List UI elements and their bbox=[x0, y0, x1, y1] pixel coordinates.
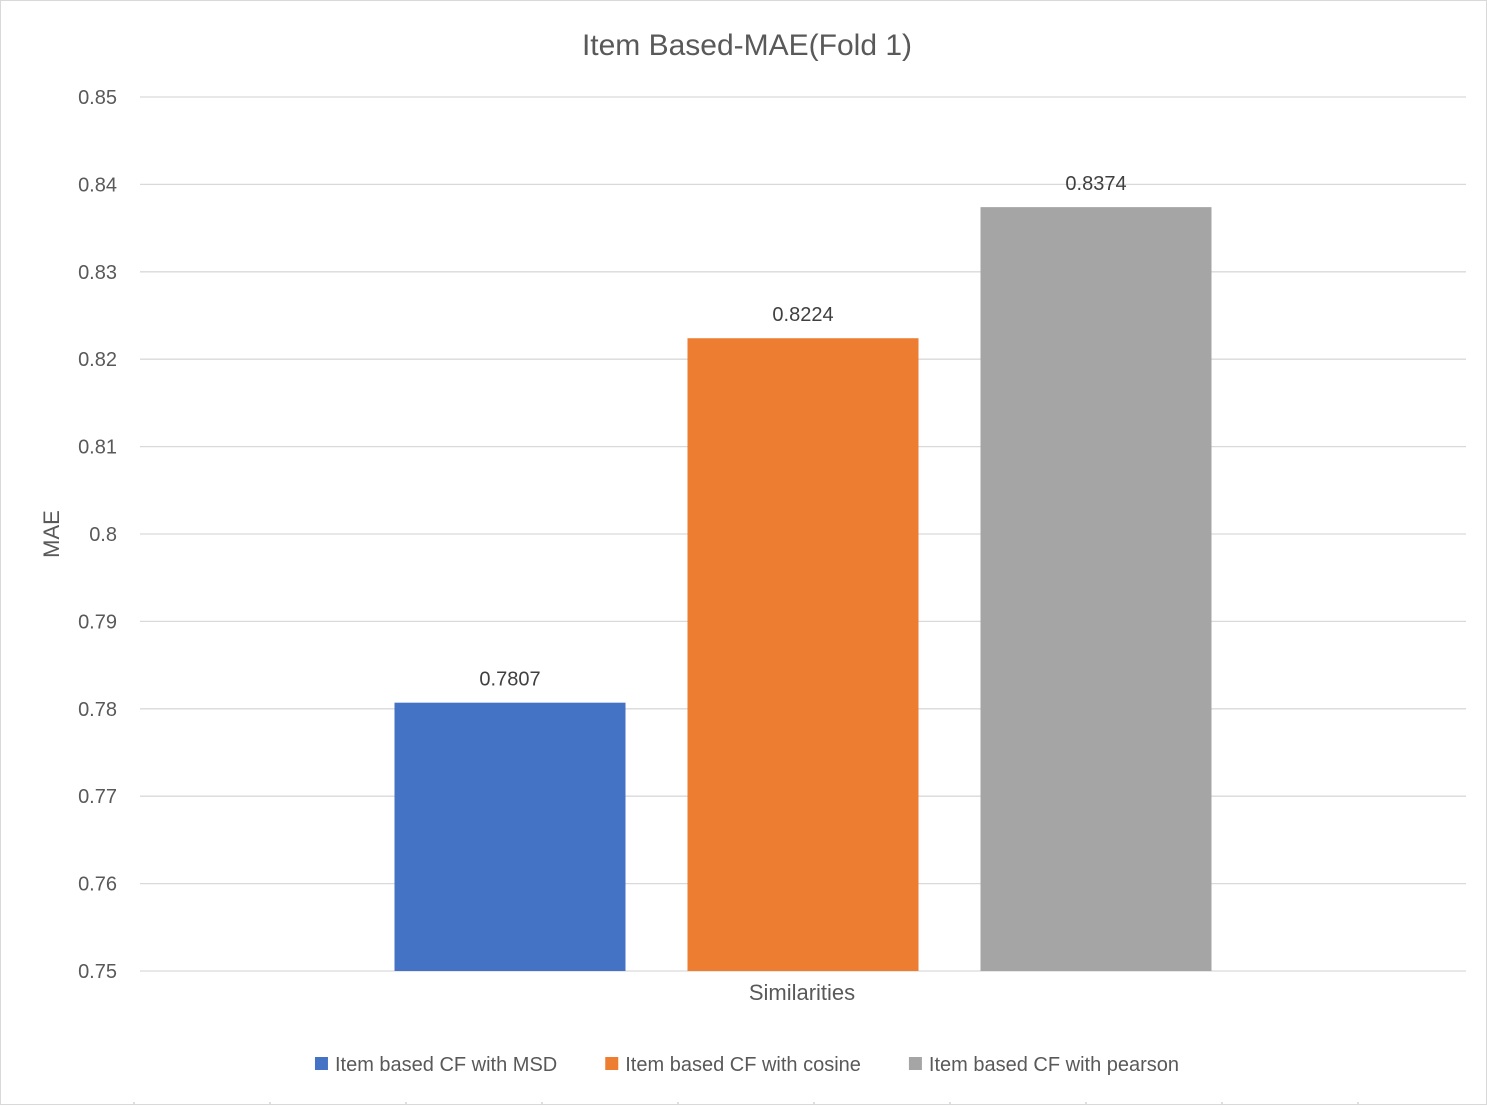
y-tick-label: 0.79 bbox=[78, 611, 117, 633]
y-tick-label: 0.77 bbox=[78, 786, 117, 808]
bar-item-based-cf-with-pearson bbox=[980, 207, 1212, 971]
data-label: 0.7807 bbox=[479, 669, 540, 691]
legend-label: Item based CF with cosine bbox=[625, 1054, 861, 1076]
y-tick-label: 0.85 bbox=[78, 87, 117, 109]
bar-item-based-cf-with-msd bbox=[394, 702, 626, 971]
y-tick-label: 0.83 bbox=[78, 262, 117, 284]
legend-label: Item based CF with MSD bbox=[335, 1054, 557, 1076]
legend-swatch bbox=[314, 1057, 328, 1070]
bars bbox=[394, 207, 1212, 971]
y-tick-label: 0.8 bbox=[89, 524, 117, 546]
y-axis-title: MAE bbox=[39, 510, 64, 558]
y-axis-ticks: 0.75 0.76 0.77 0.78 0.79 0.8 0.81 0.82 0.83 0.84 0… bbox=[78, 87, 117, 983]
chart-title: Item Based-MAE(Fold 1) bbox=[582, 29, 912, 62]
y-tick-label: 0.75 bbox=[78, 961, 117, 983]
y-tick-label: 0.76 bbox=[78, 874, 117, 896]
y-tick-label: 0.82 bbox=[78, 349, 117, 371]
legend: Item based CF with MSD Item based CF with… bbox=[314, 1054, 1179, 1076]
y-tick-label: 0.78 bbox=[78, 699, 117, 721]
legend-swatch bbox=[908, 1057, 922, 1070]
x-axis-title: Similarities bbox=[749, 980, 855, 1005]
data-labels: 0.7807 0.8224 0.8374 bbox=[479, 173, 1126, 691]
data-label: 0.8224 bbox=[772, 304, 833, 326]
legend-swatch bbox=[605, 1057, 619, 1070]
y-tick-label: 0.81 bbox=[78, 437, 117, 459]
data-label: 0.8374 bbox=[1065, 173, 1126, 195]
bar-item-based-cf-with-cosine bbox=[687, 338, 919, 971]
frame-bottom-ticks bbox=[133, 1102, 1359, 1107]
y-tick-label: 0.84 bbox=[78, 174, 117, 196]
legend-label: Item based CF with pearson bbox=[929, 1054, 1179, 1076]
